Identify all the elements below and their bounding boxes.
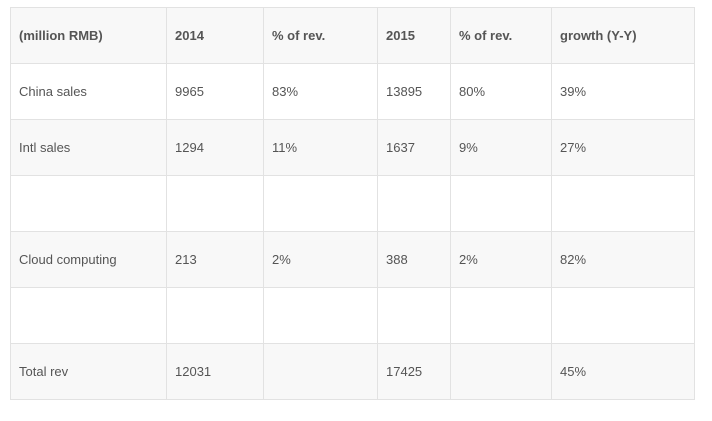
table-cell: Cloud computing [10, 231, 167, 288]
revenue-table-container: (million RMB) 2014 % of rev. 2015 % of r… [10, 7, 695, 400]
table-cell: Total rev [10, 343, 167, 400]
table-cell: 1637 [377, 119, 451, 176]
table-row: China sales 9965 83% 13895 80% 39% [10, 63, 695, 120]
table-row-empty [10, 175, 695, 232]
table-cell: 12031 [166, 343, 264, 400]
table-cell [377, 175, 451, 232]
table-cell: 388 [377, 231, 451, 288]
table-cell [10, 287, 167, 344]
table-cell: 11% [263, 119, 378, 176]
table-cell: 27% [551, 119, 695, 176]
table-cell [263, 343, 378, 400]
table-cell [10, 175, 167, 232]
table-cell: 82% [551, 231, 695, 288]
table-cell: 2% [450, 231, 552, 288]
table-cell: 39% [551, 63, 695, 120]
table-cell [450, 343, 552, 400]
table-cell [166, 175, 264, 232]
table-row-empty [10, 287, 695, 344]
table-cell [263, 287, 378, 344]
table-cell [450, 287, 552, 344]
table-header-row: (million RMB) 2014 % of rev. 2015 % of r… [10, 7, 695, 64]
table-row-total: Total rev 12031 17425 45% [10, 343, 695, 400]
table-cell: 80% [450, 63, 552, 120]
header-cell-pct-rev-2014: % of rev. [263, 7, 378, 64]
table-cell: 9965 [166, 63, 264, 120]
table-cell: 1294 [166, 119, 264, 176]
table-cell [551, 287, 695, 344]
table-cell [450, 175, 552, 232]
table-cell: 13895 [377, 63, 451, 120]
header-cell-2015: 2015 [377, 7, 451, 64]
table-cell: China sales [10, 63, 167, 120]
header-cell-growth: growth (Y-Y) [551, 7, 695, 64]
table-cell: 9% [450, 119, 552, 176]
table-row: Intl sales 1294 11% 1637 9% 27% [10, 119, 695, 176]
table-cell [263, 175, 378, 232]
table-cell [551, 175, 695, 232]
table-cell: 2% [263, 231, 378, 288]
table-cell [377, 287, 451, 344]
table-cell: 83% [263, 63, 378, 120]
table-cell [166, 287, 264, 344]
table-row: Cloud computing 213 2% 388 2% 82% [10, 231, 695, 288]
table-cell: 213 [166, 231, 264, 288]
header-cell-2014: 2014 [166, 7, 264, 64]
revenue-table: (million RMB) 2014 % of rev. 2015 % of r… [10, 7, 695, 400]
table-cell: 45% [551, 343, 695, 400]
table-cell: 17425 [377, 343, 451, 400]
header-cell-unit: (million RMB) [10, 7, 167, 64]
header-cell-pct-rev-2015: % of rev. [450, 7, 552, 64]
table-cell: Intl sales [10, 119, 167, 176]
